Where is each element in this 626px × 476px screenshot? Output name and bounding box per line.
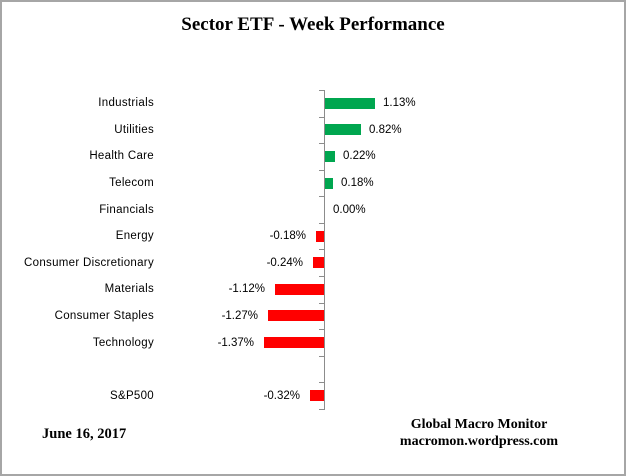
axis-tick (319, 276, 325, 277)
axis-tick (319, 382, 325, 383)
negative-bar (275, 284, 324, 295)
category-label: Technology (92, 337, 154, 349)
axis-tick (319, 143, 325, 144)
category-label: Consumer Discretionary (24, 257, 154, 269)
category-label: Industrials (98, 97, 154, 109)
value-label: 1.13% (383, 97, 416, 109)
axis-tick (319, 117, 325, 118)
category-label: Telecom (109, 177, 154, 189)
negative-bar (268, 310, 324, 321)
category-label: Utilities (114, 124, 154, 136)
chart-title: Sector ETF - Week Performance (181, 14, 445, 35)
value-label: 0.22% (343, 150, 376, 162)
category-label: Consumer Staples (54, 310, 154, 322)
footer-credit: Global Macro Monitor macromon.wordpress.… (380, 416, 578, 450)
value-label: -1.12% (228, 283, 265, 295)
value-label: 0.00% (333, 204, 366, 216)
zero-axis-line (324, 90, 325, 410)
category-label: Financials (99, 204, 154, 216)
positive-bar (325, 124, 361, 135)
positive-bar (325, 178, 333, 189)
category-label: S&P500 (110, 390, 154, 402)
axis-tick (319, 303, 325, 304)
value-label: -1.27% (221, 310, 258, 322)
footer-date: June 16, 2017 (42, 426, 127, 442)
negative-bar (310, 390, 324, 401)
category-label: Materials (104, 283, 154, 295)
footer-credit-line2: macromon.wordpress.com (399, 434, 559, 449)
axis-tick (319, 249, 325, 250)
axis-tick (319, 223, 325, 224)
positive-bar (325, 98, 375, 109)
value-label: 0.18% (341, 177, 374, 189)
axis-tick (319, 90, 325, 91)
value-label: 0.82% (369, 124, 402, 136)
axis-tick (319, 356, 325, 357)
value-label: -0.18% (269, 230, 306, 242)
negative-bar (316, 231, 324, 242)
axis-tick (319, 170, 325, 171)
value-label: -1.37% (217, 337, 254, 349)
value-label: -0.32% (263, 390, 300, 402)
negative-bar (313, 257, 324, 268)
negative-bar (264, 337, 324, 348)
axis-tick (319, 329, 325, 330)
axis-tick (319, 409, 325, 410)
footer-credit-line1: Global Macro Monitor (410, 417, 548, 432)
category-label: Energy (115, 230, 154, 242)
positive-bar (325, 151, 335, 162)
category-label: Health Care (89, 150, 154, 162)
value-label: -0.24% (266, 257, 303, 269)
axis-tick (319, 196, 325, 197)
